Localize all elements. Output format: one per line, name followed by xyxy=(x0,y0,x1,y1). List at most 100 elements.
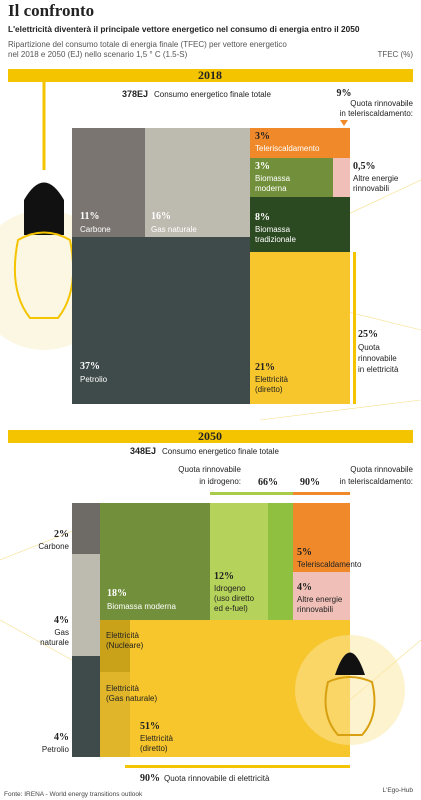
block-label: Elettricità xyxy=(106,631,139,640)
block xyxy=(333,158,350,197)
block-label: Petrolio xyxy=(42,745,70,754)
block xyxy=(72,503,100,554)
labels-2050: 2% Carbone 4% Gas naturale 4% Petrolio 1… xyxy=(38,465,413,784)
pointer xyxy=(340,120,348,126)
block-value: 37% xyxy=(80,361,100,372)
block-value: 2% xyxy=(54,529,69,540)
block-value: 16% xyxy=(151,211,171,222)
block-value: 4% xyxy=(54,615,69,626)
block-label: moderna xyxy=(255,184,287,193)
block xyxy=(72,656,100,757)
note-label: Quota rinnovabile di elettricità xyxy=(164,774,270,783)
block xyxy=(145,128,250,237)
block-value: 18% xyxy=(107,588,127,599)
block-value: 11% xyxy=(80,211,99,222)
block-label: Elettricità xyxy=(106,684,139,693)
block-value: 12% xyxy=(214,571,234,582)
block xyxy=(250,158,333,197)
block-label: Elettricità xyxy=(255,375,288,384)
block xyxy=(250,252,350,404)
glow xyxy=(295,635,405,745)
block-label: naturale xyxy=(40,638,69,647)
credit: L'Ego-Hub xyxy=(382,787,413,794)
bulb-socket xyxy=(24,182,64,235)
title: Il confronto xyxy=(8,1,94,20)
total-label: Consumo energetico finale totale xyxy=(162,447,280,456)
block xyxy=(100,672,130,757)
unit: TFEC (%) xyxy=(377,50,413,59)
subtitle: L'elettricità diventerà il principale ve… xyxy=(8,24,360,34)
block-label: tradizionale xyxy=(255,235,296,244)
block-label: ed e-fuel) xyxy=(214,604,248,613)
block-label: Altre energie xyxy=(353,174,399,183)
block-value: 4% xyxy=(54,732,69,743)
note-value: 90% xyxy=(140,773,160,784)
bracket xyxy=(353,252,356,404)
note-label: in idrogeno: xyxy=(199,477,241,486)
block-label: Biomassa xyxy=(255,225,291,234)
source: Fonte: IRENA - World energy transitions … xyxy=(4,791,143,798)
block-label: rinnovabili xyxy=(353,184,389,193)
note-label: in teleriscaldamento: xyxy=(340,477,413,486)
block-label: Idrogeno xyxy=(214,584,246,593)
block-value: 4% xyxy=(297,582,312,593)
note-label: Quota rinnovabile xyxy=(350,465,413,474)
labels-2018: 11% Carbone 16% Gas naturale 37% Petroli… xyxy=(80,88,414,394)
total: 378EJ xyxy=(122,89,148,99)
bulb xyxy=(13,231,75,319)
bulb xyxy=(324,676,376,736)
year: 2018 xyxy=(198,68,222,82)
note-label: Quota rinnovabile xyxy=(350,99,413,108)
block-label: rinnovabili xyxy=(297,605,333,614)
block-label: Teleriscaldamento xyxy=(255,144,320,153)
block-value: 51% xyxy=(140,721,160,732)
block-value: 5% xyxy=(297,547,312,558)
block-label: Carbone xyxy=(80,225,111,234)
note-value: 9% xyxy=(337,88,352,99)
block-label: Elettricità xyxy=(140,734,173,743)
block xyxy=(72,237,250,404)
note-label: in elettricità xyxy=(358,365,399,374)
block xyxy=(210,503,268,620)
block-label: Carbone xyxy=(38,542,69,551)
block xyxy=(268,503,293,620)
note-value: 90% xyxy=(300,477,320,488)
block-label: Biomassa xyxy=(255,174,291,183)
block-label: (diretto) xyxy=(140,744,168,753)
block-value: 21% xyxy=(255,362,275,373)
description: nel 2018 e 2050 (EJ) nello scenario 1,5 … xyxy=(8,50,188,59)
block xyxy=(100,620,130,672)
year: 2050 xyxy=(198,429,222,443)
note-label: in teleriscaldamento: xyxy=(340,109,413,118)
year-band xyxy=(8,69,413,82)
note-label: Quota xyxy=(358,343,380,352)
bulb-socket xyxy=(335,652,365,675)
bracket xyxy=(210,492,293,495)
block-label: Petrolio xyxy=(80,375,108,384)
block-label: Gas naturale xyxy=(151,225,197,234)
block xyxy=(72,128,145,237)
block-label: (diretto) xyxy=(255,385,283,394)
block-value: 3% xyxy=(255,161,270,172)
block-value: 3% xyxy=(255,131,270,142)
block-label: (Gas naturale) xyxy=(106,694,157,703)
note-label: Quota rinnovabile xyxy=(178,465,241,474)
block xyxy=(100,503,210,620)
note-value: 25% xyxy=(358,329,378,340)
block-label: Teleriscaldamento xyxy=(297,560,362,569)
total: 348EJ xyxy=(130,446,156,456)
block xyxy=(72,554,100,656)
block xyxy=(250,197,350,252)
year-band xyxy=(8,430,413,443)
block-value: 0,5% xyxy=(353,161,376,172)
bracket xyxy=(293,492,350,495)
block xyxy=(293,572,350,620)
note-value: 66% xyxy=(258,477,278,488)
block-label: (uso diretto xyxy=(214,594,255,603)
block-label: Gas xyxy=(54,628,69,637)
block-label: Biomassa moderna xyxy=(107,602,176,611)
description: Ripartizione del consumo totale di energ… xyxy=(8,40,287,49)
block xyxy=(293,503,350,572)
block-value: 8% xyxy=(255,212,270,223)
